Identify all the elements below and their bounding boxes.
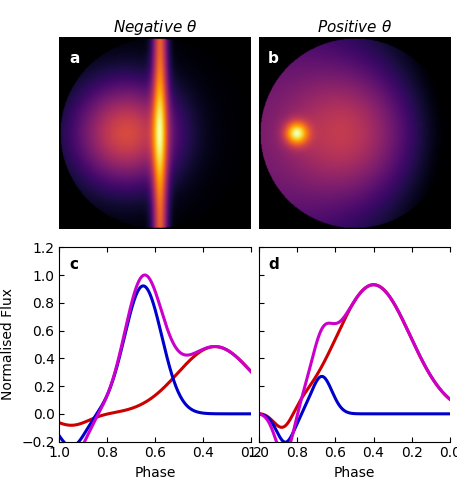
Title: Positive $\theta$: Positive $\theta$ xyxy=(317,19,392,35)
Text: a: a xyxy=(69,51,80,66)
Y-axis label: Normalised Flux: Normalised Flux xyxy=(1,288,16,400)
X-axis label: Phase: Phase xyxy=(334,466,375,480)
Text: c: c xyxy=(69,257,78,272)
X-axis label: Phase: Phase xyxy=(134,466,176,480)
Text: d: d xyxy=(268,257,279,272)
Text: b: b xyxy=(268,51,279,66)
Title: Negative $\theta$: Negative $\theta$ xyxy=(113,18,197,37)
